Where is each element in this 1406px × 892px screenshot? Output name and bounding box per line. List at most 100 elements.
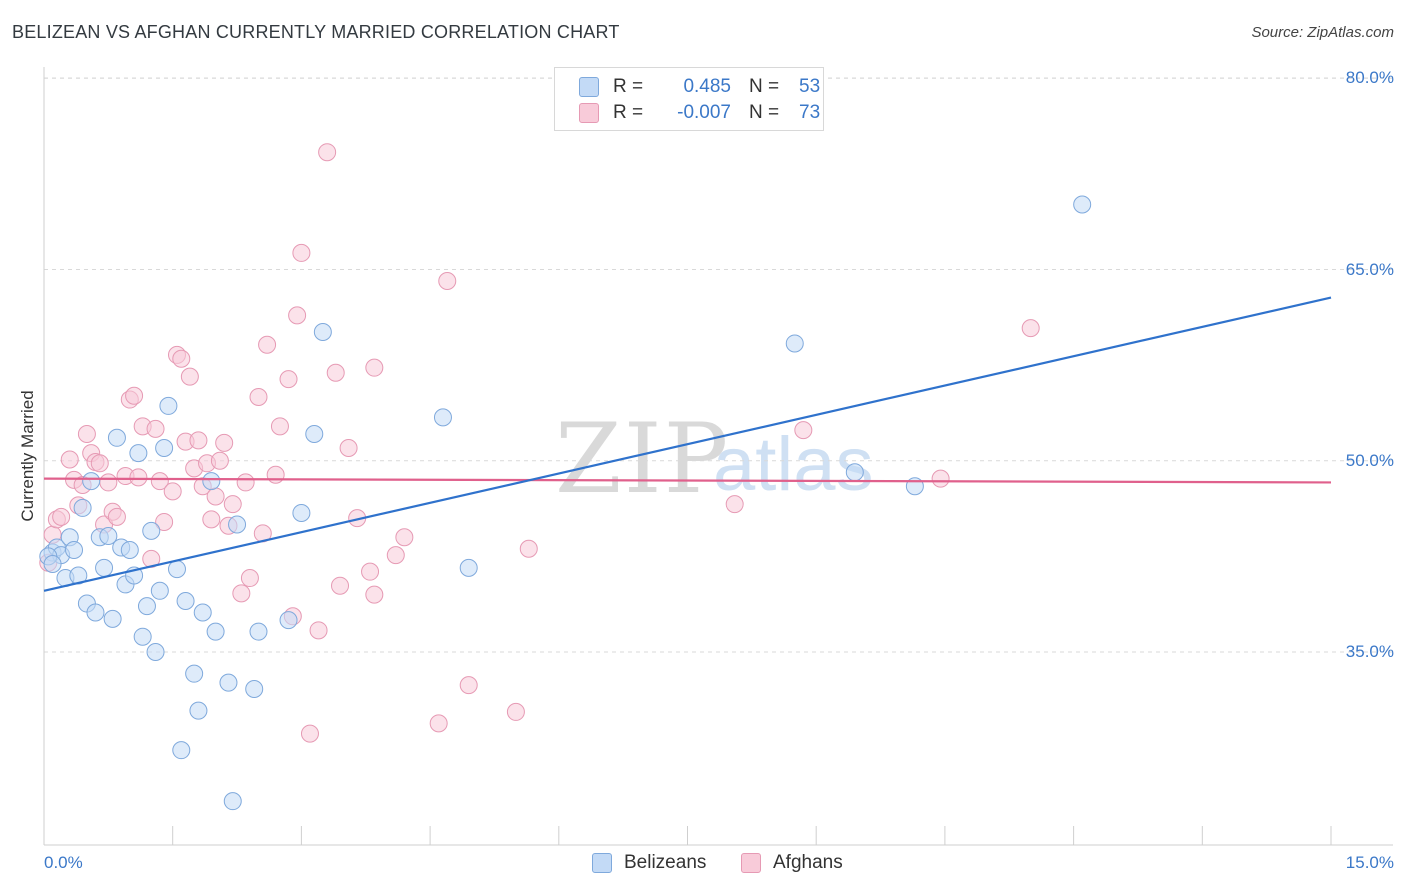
legend-row-afghans: R = -0.007 N = 73	[579, 101, 820, 125]
afghans-point	[794, 421, 813, 440]
afghans-point	[155, 512, 174, 531]
afghans-point	[438, 271, 457, 290]
afghans-point	[52, 507, 71, 526]
afghans-point	[210, 451, 229, 470]
belizeans-point	[202, 472, 221, 491]
legend-label-belizeans: Belizeans	[624, 852, 707, 873]
afghans-point	[77, 424, 96, 443]
belizeans-point	[223, 792, 242, 811]
afghans-point	[459, 676, 478, 695]
belizeans-point	[313, 322, 332, 341]
r-value: -0.007	[677, 102, 731, 123]
afghans-point	[279, 370, 298, 389]
trend-lines	[43, 296, 1332, 592]
afghans-point	[180, 367, 199, 386]
n-value: 73	[799, 102, 821, 123]
afghans-point	[725, 495, 744, 514]
belizeans-point	[142, 521, 161, 540]
gridlines	[44, 77, 1393, 653]
legend-item-belizeans[interactable]: Belizeans	[592, 852, 706, 874]
belizeans-point	[120, 541, 139, 559]
legend-item-afghans[interactable]: Afghans	[741, 852, 843, 874]
n-value: 53	[799, 76, 821, 97]
y-tick-label: 50.0%	[1345, 450, 1394, 470]
belizeans-point	[459, 558, 478, 577]
belizeans-point	[159, 396, 178, 415]
belizeans-point	[206, 622, 225, 641]
belizeans-point	[305, 424, 324, 443]
afghans-point	[146, 419, 165, 438]
belizeans-point	[95, 558, 114, 577]
afghans-point	[125, 386, 144, 405]
belizeans-point	[279, 611, 298, 630]
afghans-point	[99, 473, 118, 492]
afghans-point	[361, 562, 380, 581]
afghans-swatch	[579, 103, 599, 123]
belizeans-point	[193, 603, 212, 622]
belizeans-point	[82, 472, 101, 491]
stats-legend: R = 0.485 N = 53 R = -0.007 N = 73	[554, 67, 824, 131]
belizeans-trend-line	[43, 296, 1332, 592]
belizeans-swatch	[579, 77, 599, 97]
afghans-point	[300, 724, 319, 743]
belizeans-point	[172, 741, 191, 760]
belizeans-point	[146, 643, 165, 661]
afghans-point	[107, 507, 126, 526]
watermark-atlas: atlas	[713, 422, 874, 507]
axes	[43, 67, 1393, 846]
afghans-point	[1021, 319, 1040, 338]
belizeans-point	[65, 541, 84, 559]
afghans-point	[60, 450, 79, 469]
y-tick-label: 65.0%	[1345, 259, 1394, 279]
afghans-swatch	[741, 853, 761, 873]
afghans-point	[331, 576, 350, 595]
belizeans-point	[189, 701, 208, 720]
afghans-point	[309, 621, 328, 640]
afghans-point	[240, 569, 259, 588]
afghans-point	[163, 482, 182, 501]
afghans-point	[318, 143, 337, 162]
belizeans-points	[39, 195, 1092, 811]
n-label: N =	[749, 76, 780, 97]
x-tick-label-min: 0.0%	[44, 853, 83, 872]
x-tick-label-max: 15.0%	[1345, 853, 1394, 872]
legend-row-belizeans: R = 0.485 N = 53	[579, 75, 820, 99]
belizeans-point	[245, 679, 264, 698]
afghans-point	[931, 469, 950, 488]
afghans-point	[202, 510, 221, 529]
afghans-point	[249, 388, 268, 406]
afghans-point	[223, 495, 242, 514]
belizeans-point	[129, 444, 148, 463]
n-label: N =	[749, 102, 780, 123]
afghans-point	[288, 306, 307, 325]
belizeans-point	[845, 463, 864, 482]
afghans-point	[270, 417, 289, 436]
legend-label-afghans: Afghans	[773, 852, 843, 873]
afghans-point	[232, 584, 251, 603]
afghans-point	[258, 335, 277, 354]
afghans-point	[266, 465, 285, 484]
belizeans-point	[107, 428, 126, 447]
belizeans-point	[137, 597, 156, 616]
belizeans-point	[176, 592, 195, 610]
r-value: 0.485	[683, 76, 731, 97]
belizeans-point	[73, 498, 92, 517]
afghans-point	[326, 363, 345, 382]
y-tick-label: 35.0%	[1345, 642, 1394, 661]
belizeans-point	[43, 555, 62, 574]
belizeans-point	[86, 603, 105, 622]
afghans-points	[39, 143, 1040, 743]
belizeans-point	[785, 334, 804, 353]
afghans-trend-line	[43, 477, 1332, 484]
y-tick-label: 80.0%	[1345, 68, 1394, 88]
belizeans-swatch	[592, 853, 612, 873]
belizeans-point	[249, 622, 268, 641]
belizeans-point	[167, 560, 186, 579]
watermark-zip: ZIP	[555, 403, 730, 515]
afghans-point	[506, 702, 525, 721]
afghans-point	[129, 468, 148, 487]
belizeans-point	[103, 609, 122, 628]
afghans-point	[215, 433, 234, 452]
afghans-point	[90, 454, 109, 473]
